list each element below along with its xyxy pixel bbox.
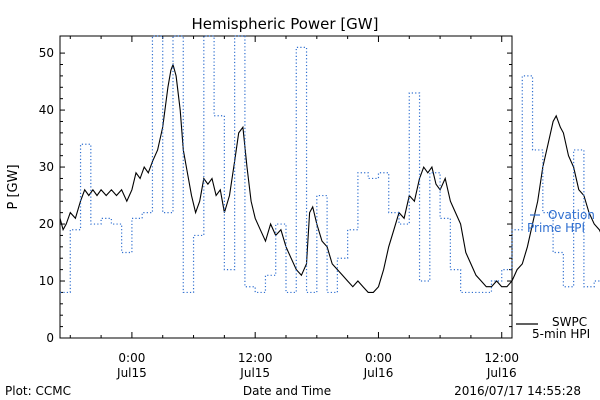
x-axis: 0:00Jul1512:00Jul150:00Jul1612:00Jul160:…: [69, 36, 519, 380]
y-axis: 0 10 20 30 40 50: [39, 46, 512, 345]
x-tick-date-label: Jul15: [239, 366, 270, 380]
chart-title: Hemispheric Power [GW]: [192, 15, 379, 33]
series-swpc-line: [59, 62, 600, 293]
legend-ovation-label-1: Ovation: [548, 208, 595, 222]
x-tick-time-label: 0:00: [365, 351, 392, 365]
legend-swpc-label-2: 5-min HPI: [532, 327, 590, 341]
legend-swpc-label-1: SWPC: [552, 315, 587, 329]
y-tick-label: 20: [39, 217, 54, 231]
x-tick-time-label: 12:00: [238, 351, 273, 365]
y-axis-label: P [GW]: [6, 164, 21, 209]
x-tick-date-label: Jul15: [116, 366, 147, 380]
x-tick-date-label: Jul16: [363, 366, 394, 380]
series-ovation-prime-line: [60, 35, 600, 294]
x-axis-label: Date and Time: [243, 384, 331, 398]
y-tick-label: 50: [39, 46, 54, 60]
x-tick-date-label: Jul16: [486, 366, 517, 380]
footer-plot-credit: Plot: CCMC: [5, 384, 71, 398]
plot-frame: [59, 35, 513, 339]
series-layer: [59, 35, 600, 294]
x-tick-time-label: 0:00: [118, 351, 145, 365]
y-tick-label: 40: [39, 103, 54, 117]
y-tick-label: 30: [39, 160, 54, 174]
legend-ovation-label-2: Prime HPI: [527, 221, 585, 235]
footer-timestamp: 2016/07/17 14:55:28: [454, 384, 581, 398]
x-tick-time-label: 12:00: [484, 351, 519, 365]
y-tick-label: 0: [46, 331, 54, 345]
y-tick-label: 10: [39, 274, 54, 288]
